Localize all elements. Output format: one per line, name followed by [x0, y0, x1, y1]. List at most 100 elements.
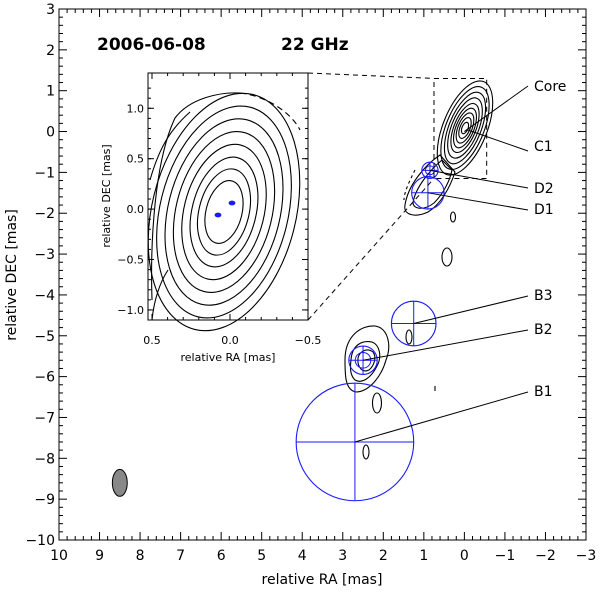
y-tick-label: −5 — [34, 329, 55, 345]
main-plot-frame — [58, 8, 587, 541]
x-tick-label: 10 — [50, 548, 68, 564]
zoom-connector-bottom — [307, 178, 435, 321]
inset-y-tick-label: 0.5 — [127, 153, 145, 166]
inset-y-tick-label: −0.5 — [117, 254, 144, 267]
inset-component-c1 — [214, 212, 222, 218]
x-tick-label: 6 — [217, 548, 226, 564]
leader-line-d2 — [429, 169, 529, 189]
core-contour — [458, 117, 472, 139]
zoom-connector-top — [307, 72, 435, 79]
y-tick-label: 2 — [46, 43, 55, 59]
jet-extension-contour — [404, 154, 456, 216]
component-label-b2: B2 — [534, 322, 553, 338]
x-tick-label: 0 — [460, 548, 469, 564]
component-labels: Core C1 D2 D1 B3 B2 B1 — [354, 79, 566, 443]
component-label-d2: D2 — [534, 181, 554, 197]
y-tick-label: −10 — [25, 533, 55, 549]
inset-frame — [147, 72, 309, 321]
inset-x-tick-label: 0.0 — [221, 334, 239, 347]
x-tick-label: 1 — [419, 548, 428, 564]
y-tick-label: −2 — [34, 206, 55, 222]
leader-line-b3 — [413, 295, 529, 325]
leader-line-d1 — [427, 192, 529, 211]
y-tick-label: 1 — [46, 84, 55, 100]
component-label-d1: D1 — [534, 202, 554, 218]
component-label-c1: C1 — [534, 139, 553, 155]
x-tick-label: 2 — [379, 548, 388, 564]
x-tick-label: 7 — [176, 548, 185, 564]
jet-blob-contour — [449, 211, 457, 223]
inset-y-tick-label: 1.0 — [127, 102, 145, 115]
inset-contour-outer — [151, 92, 241, 301]
x-tick-label: 3 — [338, 548, 347, 564]
y-tick-label: −4 — [34, 288, 55, 304]
inset-y-axis-label: relative DEC [mas] — [100, 144, 113, 247]
x-axis-label: relative RA [mas] — [262, 572, 383, 588]
b2-region-contour — [357, 349, 376, 372]
inset-component-core — [228, 200, 236, 206]
x-tick-label: −3 — [576, 548, 597, 564]
x-tick-label: 4 — [298, 548, 307, 564]
jet-blob-contour — [441, 247, 453, 267]
y-tick-label: −7 — [34, 410, 55, 426]
b2-region-contour — [371, 392, 383, 414]
main-tick-labels: 10 9 8 7 6 5 4 3 2 1 0 −1 −2 −33210−1−2−3−4−5−6−7−8−9… — [25, 2, 596, 564]
inset-contour — [147, 92, 301, 332]
jet-contours — [344, 80, 494, 460]
x-tick-label: −1 — [495, 548, 516, 564]
leader-line-b2 — [362, 329, 529, 361]
jet-blob-contour — [405, 329, 413, 345]
y-tick-label: 3 — [46, 2, 55, 18]
component-d2-inner — [424, 165, 435, 176]
y-tick-label: −6 — [34, 370, 55, 386]
epoch-date: 2006-06-08 — [97, 35, 206, 55]
jet-extension-contour — [403, 169, 416, 201]
beam-shape — [111, 468, 128, 497]
y-tick-label: −1 — [34, 165, 55, 181]
beam-ellipse — [111, 468, 128, 497]
inset-contour — [189, 156, 259, 268]
inset-x-tick-label: 0.5 — [143, 334, 161, 347]
inset-contour — [204, 180, 244, 244]
core-contour — [455, 112, 475, 144]
inset-x-axis-label: relative RA [mas] — [181, 351, 276, 364]
y-tick-label: −8 — [34, 451, 55, 467]
b1-region-contour — [362, 444, 370, 460]
x-tick-label: 5 — [257, 548, 266, 564]
leader-line-c1 — [466, 129, 529, 152]
zoom-region-box — [433, 77, 488, 180]
inset-x-tick-label: −0.5 — [295, 334, 322, 347]
inset-panel: 0.5 0.0 −0.5 1.0 0.5 0.0 −0.5 −1.0 relative RA … — [100, 72, 321, 364]
leader-line-core — [464, 85, 529, 132]
inset-axis-ticks — [148, 73, 309, 321]
y-axis-label: relative DEC [mas] — [4, 209, 20, 341]
component-label-core: Core — [534, 79, 566, 95]
inset-contours — [147, 92, 301, 332]
component-label-b3: B3 — [534, 288, 553, 304]
y-tick-label: 0 — [46, 125, 55, 141]
inset-contour — [172, 131, 276, 293]
component-label-b1: B1 — [534, 384, 553, 400]
inset-contour — [164, 118, 284, 306]
leader-line-b1 — [354, 391, 529, 443]
inset-tick-labels: 0.5 0.0 −0.5 1.0 0.5 0.0 −0.5 −1.0 — [117, 102, 321, 347]
model-components — [295, 161, 445, 502]
component-b2-inner — [354, 351, 372, 369]
inset-y-tick-label: −1.0 — [117, 304, 144, 317]
b2-region-contour — [349, 341, 381, 382]
inset-contour — [156, 105, 292, 319]
b2-region-contour — [344, 325, 390, 393]
inset-contour — [181, 143, 267, 281]
y-tick-label: −3 — [34, 247, 55, 263]
x-tick-label: 8 — [136, 548, 145, 564]
core-contour — [436, 80, 494, 176]
x-tick-label: −2 — [535, 548, 556, 564]
y-tick-label: −9 — [34, 492, 55, 508]
inset-contour — [196, 168, 252, 256]
inset-contour-outer — [149, 111, 191, 181]
inset-background — [148, 73, 308, 320]
core-contour — [452, 107, 478, 149]
x-tick-label: 9 — [95, 548, 104, 564]
main-axis-ticks — [58, 8, 587, 541]
